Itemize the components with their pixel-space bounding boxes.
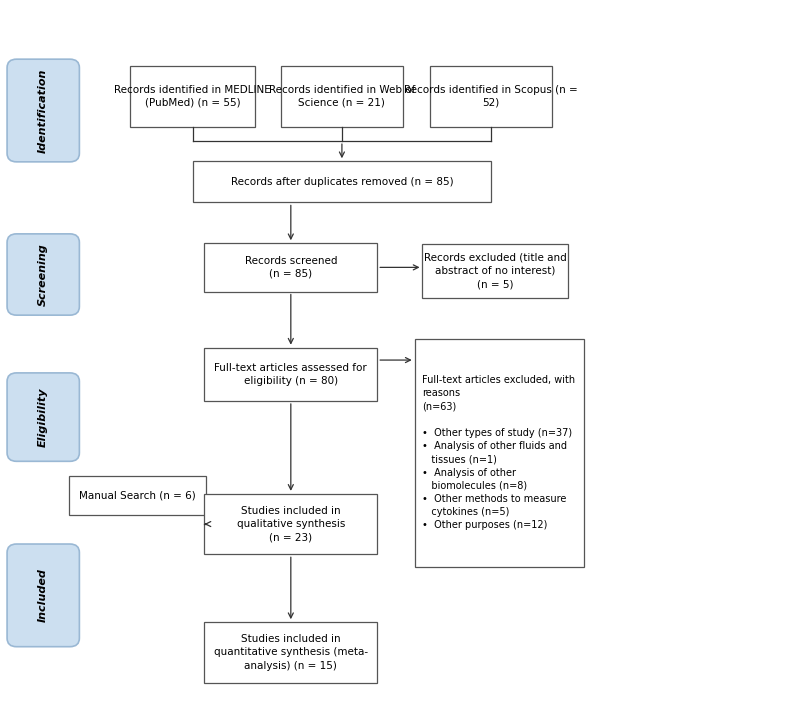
Text: Records screened
(n = 85): Records screened (n = 85) <box>244 256 337 279</box>
Text: Full-text articles excluded, with
reasons
(n=63)

•  Other types of study (n=37): Full-text articles excluded, with reason… <box>423 375 575 530</box>
Text: Eligibility: Eligibility <box>39 387 48 447</box>
Text: Included: Included <box>39 568 48 622</box>
FancyBboxPatch shape <box>415 339 583 567</box>
Text: Records identified in Scopus (n =
52): Records identified in Scopus (n = 52) <box>404 85 578 108</box>
FancyBboxPatch shape <box>7 544 79 647</box>
FancyBboxPatch shape <box>7 373 79 461</box>
FancyBboxPatch shape <box>281 66 403 127</box>
FancyBboxPatch shape <box>204 348 377 401</box>
Text: Records excluded (title and
abstract of no interest)
(n = 5): Records excluded (title and abstract of … <box>424 252 567 289</box>
Text: Records after duplicates removed (n = 85): Records after duplicates removed (n = 85… <box>230 177 454 187</box>
FancyBboxPatch shape <box>7 234 79 315</box>
FancyBboxPatch shape <box>204 622 377 683</box>
FancyBboxPatch shape <box>423 244 567 298</box>
FancyBboxPatch shape <box>130 66 255 127</box>
FancyBboxPatch shape <box>204 243 377 292</box>
Text: Identification: Identification <box>39 68 48 153</box>
Text: Studies included in
qualitative synthesis
(n = 23): Studies included in qualitative synthesi… <box>237 506 345 543</box>
Text: Full-text articles assessed for
eligibility (n = 80): Full-text articles assessed for eligibil… <box>215 363 367 386</box>
FancyBboxPatch shape <box>7 59 79 162</box>
FancyBboxPatch shape <box>69 476 206 515</box>
Text: Manual Search (n = 6): Manual Search (n = 6) <box>79 491 196 501</box>
Text: Records identified in MEDLINE
(PubMed) (n = 55): Records identified in MEDLINE (PubMed) (… <box>114 85 271 108</box>
FancyBboxPatch shape <box>204 493 377 555</box>
FancyBboxPatch shape <box>193 161 491 202</box>
Text: Records identified in Web of
Science (n = 21): Records identified in Web of Science (n … <box>269 85 415 108</box>
Text: Screening: Screening <box>39 243 48 306</box>
Text: Studies included in
quantitative synthesis (meta-
analysis) (n = 15): Studies included in quantitative synthes… <box>214 634 368 671</box>
FancyBboxPatch shape <box>431 66 552 127</box>
